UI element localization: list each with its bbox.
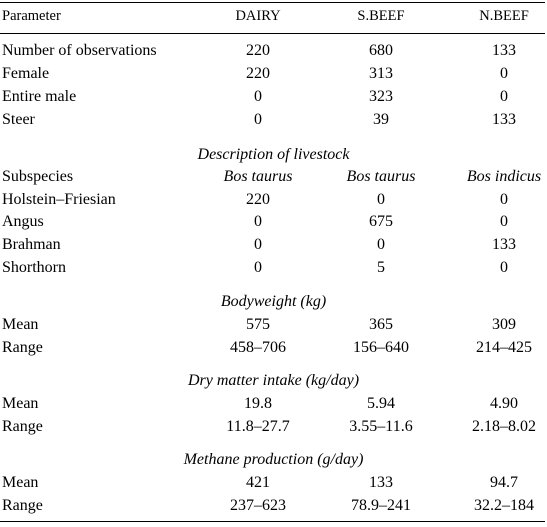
top-rule <box>0 2 545 3</box>
table-row: Range 11.8–27.7 3.55–11.6 2.18–8.02 <box>2 418 536 435</box>
header-rule <box>0 33 545 34</box>
table-row: Brahman 0 0 133 <box>2 236 516 253</box>
table-row: Shorthorn 0 5 0 <box>2 259 508 276</box>
table-row: Mean 575 365 309 <box>2 316 516 333</box>
table-row: Number of observations 220 680 133 <box>2 42 516 59</box>
row-label: Subspecies <box>2 168 74 185</box>
row-label: Range <box>2 418 43 435</box>
row-label: Shorthorn <box>2 259 66 276</box>
header-parameter: Parameter <box>2 8 61 24</box>
row-label: Range <box>2 497 43 514</box>
row-label: Holstein–Friesian <box>2 191 116 208</box>
table-row: Mean 421 133 94.7 <box>2 474 518 491</box>
section-title-dmi: Dry matter intake (kg/day) <box>187 372 360 389</box>
section-title-livestock: Description of livestock <box>197 146 350 163</box>
table-row: Range 237–623 78.9–241 32.2–184 <box>2 497 534 514</box>
row-label: Mean <box>2 395 39 412</box>
row-label: Angus <box>2 213 44 230</box>
table-row: Angus 0 675 0 <box>2 213 508 230</box>
bottom-rule <box>0 521 545 522</box>
row-label: Entire male <box>2 88 77 105</box>
row-label: Steer <box>2 111 35 128</box>
table-row: Range 458–706 156–640 214–425 <box>2 339 532 356</box>
table-row: Steer 0 39 133 <box>2 111 516 128</box>
table-row: Subspecies Bos taurus Bos taurus Bos ind… <box>2 168 542 185</box>
row-label: Brahman <box>2 236 61 253</box>
table-row: Female 220 313 0 <box>2 65 508 82</box>
section-title-methane: Methane production (g/day) <box>183 451 364 468</box>
section-title-bodyweight: Bodyweight (kg) <box>220 293 327 310</box>
table-row: Entire male 0 323 0 <box>2 88 508 105</box>
row-label: Mean <box>2 474 39 491</box>
row-label: Number of observations <box>2 42 157 59</box>
table-row: Holstein–Friesian 220 0 0 <box>2 191 508 208</box>
row-label: Mean <box>2 316 39 333</box>
table-row: Mean 19.8 5.94 4.90 <box>2 395 518 412</box>
row-label: Female <box>2 65 50 82</box>
row-label: Range <box>2 339 43 356</box>
